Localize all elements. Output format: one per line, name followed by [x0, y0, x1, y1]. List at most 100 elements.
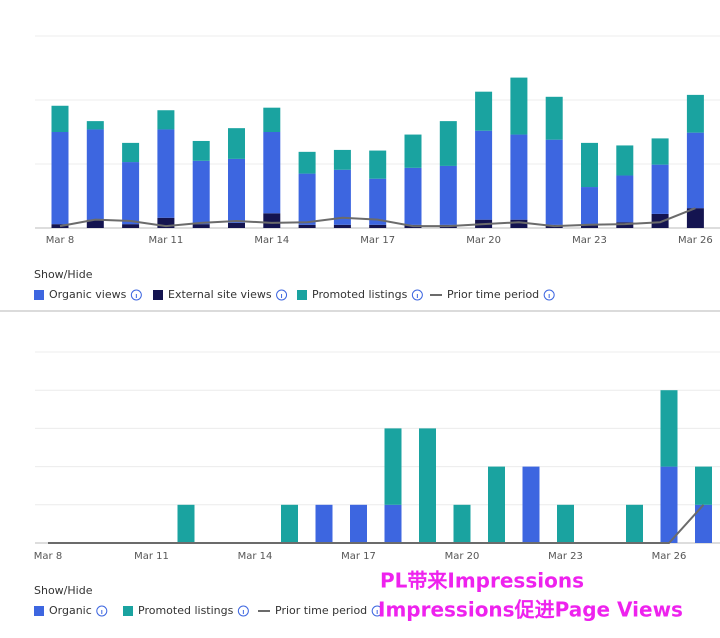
legend-title: Show/Hide: [34, 584, 93, 597]
info-icon: [371, 605, 383, 617]
x-tick-label: Mar 26: [652, 551, 687, 562]
bar-segment: [192, 224, 210, 228]
bar-segment: [122, 142, 140, 163]
legend-swatch: [297, 290, 307, 300]
prior-line: [59, 207, 696, 228]
bar-segment: [384, 504, 402, 543]
bar-segment: [51, 132, 69, 225]
legend-label: Organic: [49, 604, 92, 617]
bar-segment: [333, 169, 351, 225]
bar-segment: [228, 222, 245, 228]
legend-label: Prior time period: [275, 604, 367, 617]
info-icon: [411, 289, 423, 301]
bar-segment: [228, 128, 245, 159]
legend-swatch: [153, 290, 163, 300]
bar-segment: [177, 504, 195, 543]
x-tick-label: Mar 11: [149, 235, 184, 246]
bar-segment: [350, 504, 367, 543]
info-icon: [96, 605, 108, 617]
bar-segment: [439, 165, 457, 225]
x-tick-label: Mar 23: [572, 235, 607, 246]
bar-segment: [651, 138, 669, 165]
x-tick-label: Mar 20: [466, 235, 501, 246]
bar-segment: [369, 224, 387, 228]
bar-segment: [298, 224, 316, 228]
x-tick-label: Mar 20: [445, 551, 480, 562]
bar-segment: [333, 224, 351, 228]
bar-segment: [298, 151, 316, 174]
bar-segment: [192, 140, 210, 161]
legend-label: Promoted listings: [312, 288, 408, 301]
x-tick-label: Mar 8: [34, 551, 62, 562]
x-tick-label: Mar 14: [254, 235, 289, 246]
legend-label: Promoted listings: [138, 604, 234, 617]
bar-segment: [228, 158, 245, 223]
bar-segment: [475, 130, 493, 220]
bar-segment: [419, 428, 436, 543]
bar-segment: [616, 145, 634, 176]
bar-segment: [686, 94, 704, 133]
x-tick-label: Mar 11: [134, 551, 169, 562]
legend-swatch: [34, 290, 44, 300]
bar-segment: [660, 390, 678, 467]
prior-line: [48, 504, 705, 544]
legend-title: Show/Hide: [34, 268, 93, 281]
bar-segment: [86, 219, 104, 228]
bar-segment: [86, 129, 104, 220]
bar-segment: [157, 129, 175, 218]
bar-segment: [122, 162, 140, 225]
annotation: Impressions促进Page Views: [378, 598, 683, 622]
bar-segment: [626, 504, 643, 543]
bar-segment: [439, 121, 457, 166]
bar-segment: [545, 139, 563, 225]
bar-segment: [369, 178, 387, 225]
info-icon: [276, 289, 288, 301]
bar-segment: [281, 504, 298, 543]
bar-segment: [384, 428, 402, 505]
legend-swatch: [123, 606, 133, 616]
bar-segment: [651, 213, 669, 228]
bar-segment: [695, 504, 712, 543]
bar-segment: [263, 107, 281, 132]
bar-segment: [369, 150, 387, 179]
x-tick-label: Mar 17: [341, 551, 376, 562]
bar-segment: [545, 96, 563, 140]
x-tick-label: Mar 17: [360, 235, 395, 246]
legend-label: Organic views: [49, 288, 127, 301]
info-icon: [130, 289, 142, 301]
bar-segment: [522, 466, 540, 543]
bar-segment: [263, 213, 281, 228]
bar-segment: [510, 77, 528, 135]
bar-segment: [263, 132, 281, 214]
legend-label: Prior time period: [447, 288, 539, 301]
bar-segment: [475, 91, 493, 131]
bar-segment: [298, 173, 316, 225]
bar-segment: [488, 466, 505, 543]
bar-segment: [157, 217, 175, 228]
bar-segment: [581, 224, 598, 228]
bar-segment: [404, 167, 422, 225]
bar-segment: [315, 504, 333, 543]
bar-segment: [686, 208, 704, 228]
bar-segment: [122, 224, 140, 228]
x-tick-label: Mar 23: [548, 551, 583, 562]
bar-segment: [651, 164, 669, 214]
bar-segment: [192, 160, 210, 225]
bar-segment: [557, 504, 574, 543]
info-icon: [543, 289, 555, 301]
bar-segment: [86, 121, 104, 130]
bar-segment: [51, 105, 69, 132]
bar-segment: [453, 504, 471, 543]
bar-segment: [581, 142, 598, 188]
legend-label: External site views: [168, 288, 272, 301]
bar-segment: [616, 175, 634, 223]
x-tick-label: Mar 14: [238, 551, 273, 562]
bar-segment: [333, 149, 351, 170]
annotation: PL带来Impressions: [380, 569, 584, 593]
bar-segment: [686, 132, 704, 209]
bar-segment: [581, 187, 598, 225]
bar-segment: [510, 134, 528, 220]
x-tick-label: Mar 8: [46, 235, 74, 246]
bar-segment: [695, 466, 712, 505]
